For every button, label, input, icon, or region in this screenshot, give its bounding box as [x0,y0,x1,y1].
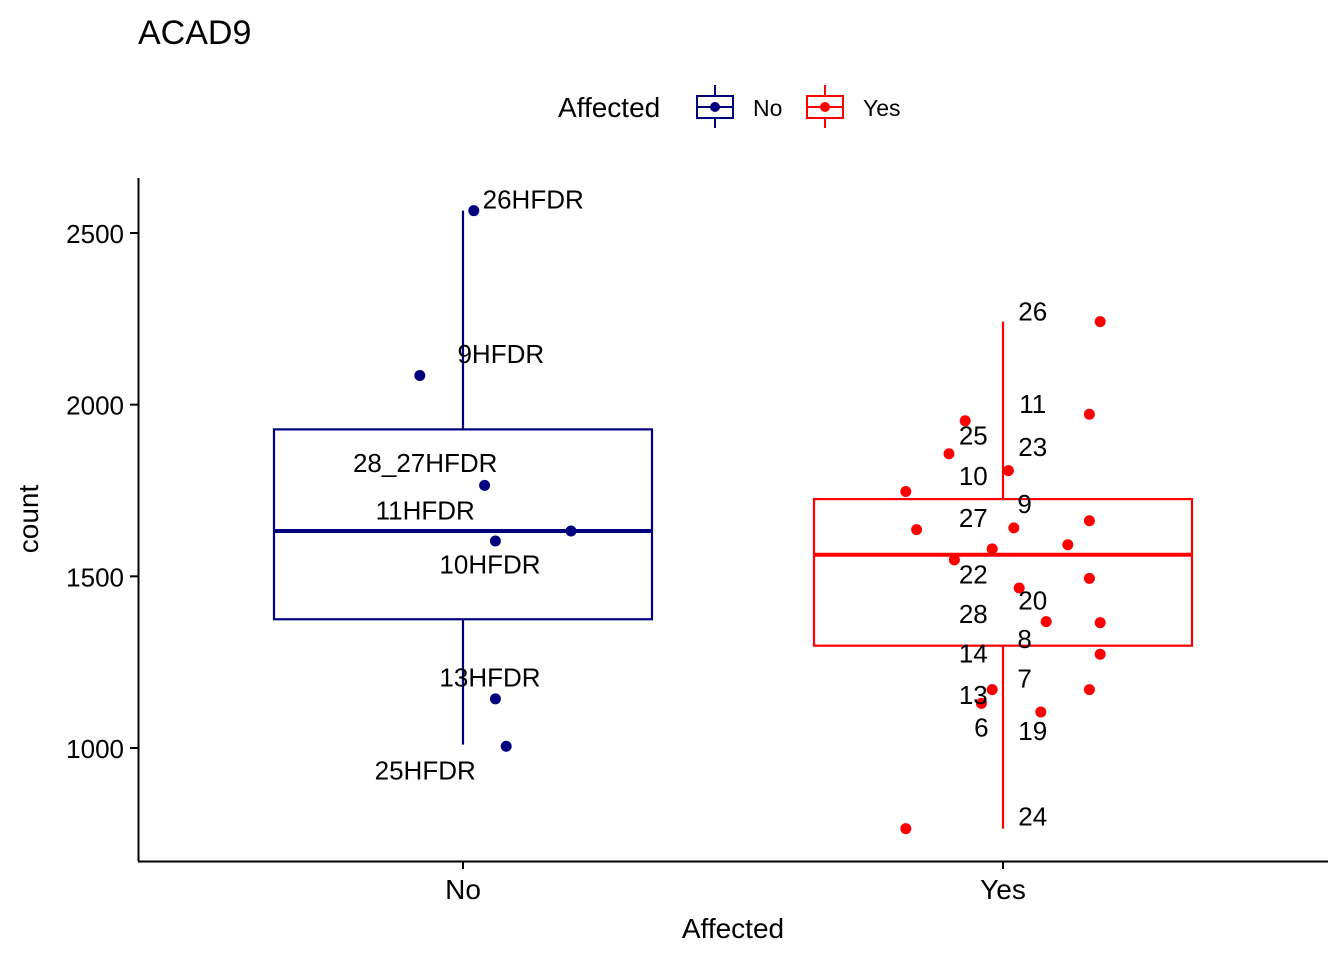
x-tick-label: Yes [980,874,1026,905]
point-label: 28_27HFDR [353,448,498,478]
data-point [1094,316,1106,328]
legend-entry-no: No [696,85,782,128]
data-point [900,486,912,498]
point-label: 9 [1017,489,1031,519]
point-label: 14 [959,639,988,669]
point-label: 25 [959,421,988,451]
point-labels: 26HFDR 9HFDR 28_27HFDR 11HFDR 10HFDR 13HFDR 25… [353,184,1047,831]
x-axis-ticks: No Yes [445,861,1026,905]
point-label: 26HFDR [483,184,584,214]
point-label: 27 [959,503,988,533]
point-label: 11HFDR [376,495,475,525]
point-label: 10HFDR [439,549,540,579]
legend-entry-label: Yes [863,95,901,121]
point-label: 6 [974,712,988,742]
data-point [1083,572,1095,584]
y-tick-label: 2500 [66,219,124,249]
data-point [1083,408,1095,420]
data-point [414,369,426,381]
point-label: 19 [1018,716,1047,746]
data-point [1002,465,1014,477]
data-point [468,205,480,217]
point-label: 23 [1018,432,1047,462]
data-point [1094,648,1106,660]
point-label: 13 [959,680,988,710]
data-point [943,448,955,460]
data-point [1035,706,1047,718]
boxes [272,210,1194,829]
point-label: 13HFDR [439,663,540,693]
y-tick-label: 2000 [66,391,124,421]
point-label: 26 [1018,296,1047,326]
data-point [1040,616,1052,628]
point-label: 9HFDR [457,339,544,369]
data-point [479,479,491,491]
data-point [1083,515,1095,527]
data-point [1083,684,1095,696]
y-axis-ticks: 1000 1500 2000 2500 [66,219,138,764]
data-point [911,524,923,536]
y-axis-label: count [13,485,44,554]
point-label: 8 [1017,624,1031,654]
x-tick-label: No [445,874,481,905]
plot-area: 26HFDR 9HFDR 28_27HFDR 11HFDR 10HFDR 13HFDR 25… [66,178,1328,905]
data-point [500,740,512,752]
y-tick-label: 1000 [66,734,124,764]
data-point [1062,539,1074,551]
data-point [489,535,501,547]
iqr-box [812,497,1194,647]
point-label: 28 [959,599,988,629]
data-point [986,684,998,696]
data-point [975,697,987,709]
box-no [272,210,654,745]
data-point [948,554,960,566]
x-axis-label: Affected [682,913,784,944]
data-point [986,543,998,555]
data-point [565,525,577,537]
legend-key-point [820,102,830,112]
data-point [959,415,971,427]
box-yes [812,321,1194,829]
legend-entry-label: No [753,95,782,121]
data-point [1008,522,1020,534]
data-point [489,693,501,705]
iqr-box [272,428,654,621]
point-label: 24 [1018,802,1047,832]
legend: Affected No Yes [558,85,901,128]
point-label: 7 [1017,663,1031,693]
chart-title: ACAD9 [138,14,251,52]
data-point [900,823,912,835]
point-label: 11 [1019,389,1046,419]
legend-entry-yes: Yes [806,85,901,128]
data-point [1094,617,1106,629]
point-label: 22 [959,560,988,590]
y-tick-label: 1500 [66,562,124,592]
data-points [414,205,1106,835]
data-point [1013,582,1025,594]
point-label: 10 [959,461,988,491]
legend-title: Affected [558,92,660,123]
legend-key-point [710,102,720,112]
point-label: 25HFDR [375,755,476,785]
point-label: 20 [1018,585,1047,615]
